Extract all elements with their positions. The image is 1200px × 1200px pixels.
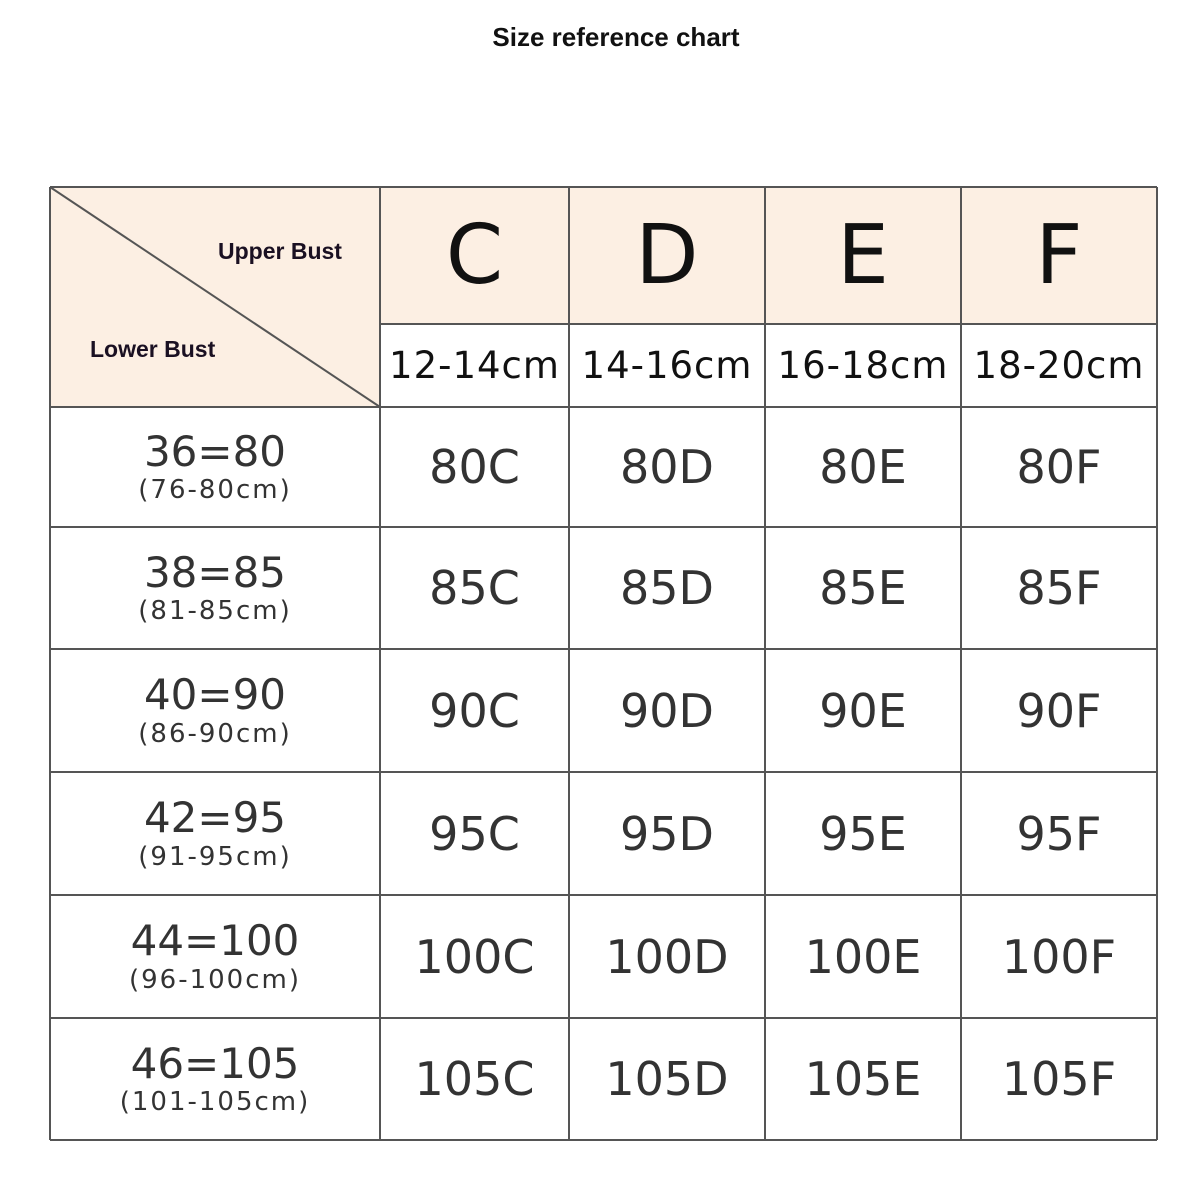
cup-range: 12-14cm — [389, 344, 560, 387]
size-cell: 100D — [605, 929, 729, 984]
grid-line-vertical — [379, 187, 381, 1140]
band-range: (96-100cm) — [128, 964, 301, 995]
size-cell: 100F — [1001, 929, 1117, 984]
size-cell: 80C — [429, 440, 520, 494]
band-range: (81-85cm) — [138, 596, 292, 627]
cup-range: 16-18cm — [777, 344, 949, 387]
band-size: 40=90 — [143, 670, 287, 720]
cup-header: E — [765, 187, 961, 324]
lower-bust-label: Lower Bust — [90, 336, 216, 362]
size-cell: 90F — [1016, 683, 1102, 738]
band-range: (91-95cm) — [138, 841, 292, 872]
size-cell: 85F — [1016, 561, 1102, 615]
cup-range: 14-16cm — [581, 344, 753, 387]
grid-line-vertical — [568, 187, 570, 1140]
diagonal-divider — [50, 187, 380, 407]
size-cell: 105F — [1001, 1052, 1117, 1106]
size-cell: 85C — [429, 561, 520, 615]
band-cell: 44=100 (96-100cm) — [50, 895, 380, 1018]
band-cell: 40=90 (86-90cm) — [50, 649, 380, 772]
size-cell: 105D — [605, 1052, 729, 1106]
band-range: (76-80cm) — [138, 475, 292, 506]
size-cell: 105C — [414, 1052, 535, 1106]
band-size: 42=95 — [143, 793, 287, 843]
grid-line-horizontal — [50, 648, 1157, 650]
cup-header: C — [380, 187, 569, 324]
grid-line-horizontal — [50, 771, 1157, 773]
band-cell: 38=85 (81-85cm) — [50, 527, 380, 649]
grid-line-horizontal — [50, 526, 1157, 528]
size-cell: 80F — [1016, 440, 1102, 494]
size-cell: 80E — [819, 440, 907, 494]
band-size: 36=80 — [143, 426, 287, 476]
grid-line-horizontal — [50, 1139, 1157, 1141]
grid-line-vertical — [764, 187, 766, 1140]
band-cell: 46=105 (101-105cm) — [50, 1018, 380, 1140]
size-cell: 90D — [620, 683, 714, 738]
size-cell: 100E — [804, 929, 922, 984]
size-cell: 80D — [620, 440, 714, 494]
grid-line-vertical — [960, 187, 962, 1140]
band-cell: 36=80 (76-80cm) — [50, 407, 380, 527]
grid-line-horizontal — [50, 1017, 1157, 1019]
size-cell: 100C — [414, 929, 535, 984]
size-cell: 85E — [819, 561, 907, 615]
size-cell: 90C — [429, 683, 520, 738]
band-size: 38=85 — [143, 547, 287, 597]
grid-line-vertical — [49, 187, 51, 1140]
band-size: 44=100 — [130, 916, 300, 966]
band-range: (86-90cm) — [138, 718, 292, 749]
size-cell: 105E — [804, 1052, 922, 1106]
band-cell: 42=95 (91-95cm) — [50, 772, 380, 895]
grid-line-horizontal — [50, 406, 1157, 408]
size-cell: 95D — [620, 806, 714, 861]
size-cell: 95F — [1016, 806, 1102, 861]
grid-line-horizontal — [380, 323, 1157, 325]
band-size: 46=105 — [130, 1038, 300, 1088]
size-cell: 95E — [819, 806, 907, 861]
band-range: (101-105cm) — [119, 1087, 311, 1118]
size-cell: 90E — [819, 683, 907, 738]
size-cell: 85D — [620, 561, 714, 615]
grid-line-vertical — [1156, 187, 1158, 1140]
grid-line-horizontal — [50, 894, 1157, 896]
grid-line-horizontal — [50, 186, 1157, 188]
cup-header: D — [569, 187, 765, 324]
cup-header: F — [961, 187, 1157, 324]
size-cell: 95C — [429, 806, 520, 861]
page-title: Size reference chart — [492, 22, 740, 52]
cup-range: 18-20cm — [973, 344, 1145, 387]
upper-bust-label: Upper Bust — [218, 238, 342, 264]
